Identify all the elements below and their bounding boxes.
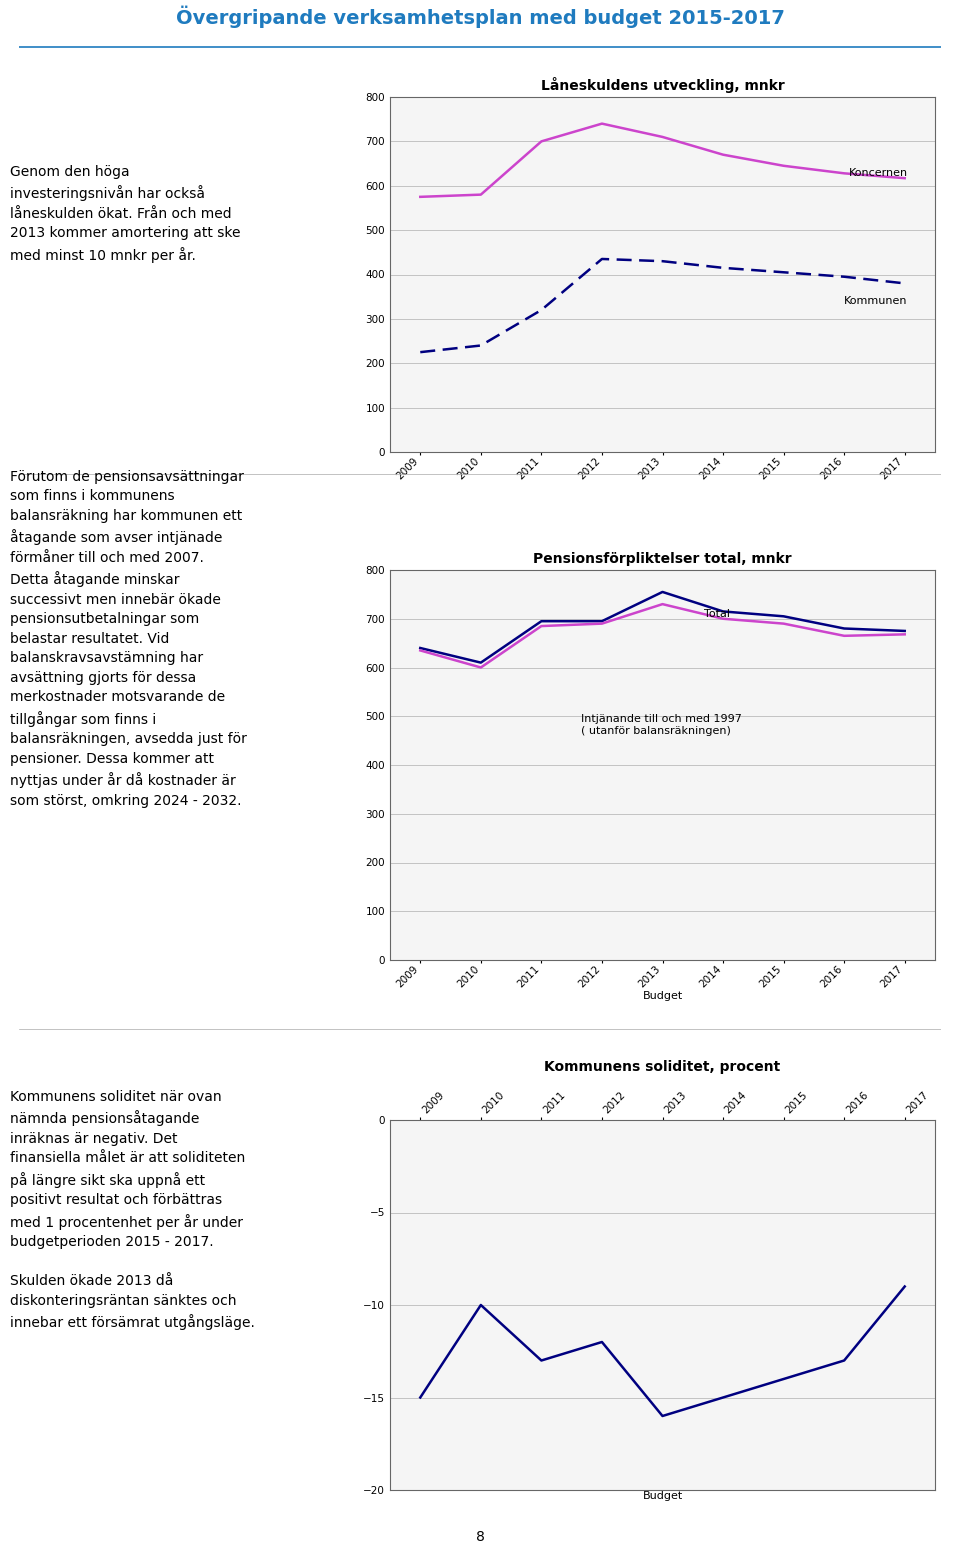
- Text: Kommunen: Kommunen: [844, 296, 908, 307]
- Text: Genom den höga
investeringsnivån har också
låneskulden ökat. Från och med
2013 k: Genom den höga investeringsnivån har ock…: [10, 164, 240, 263]
- Text: Övergripande verksamhetsplan med budget 2015-2017: Övergripande verksamhetsplan med budget …: [176, 6, 784, 28]
- Text: 8: 8: [475, 1530, 485, 1544]
- Title: Pensionsförpliktelser total, mnkr: Pensionsförpliktelser total, mnkr: [533, 552, 792, 566]
- Text: Intjänande till och med 1997
( utanför balansräkningen): Intjänande till och med 1997 ( utanför b…: [581, 715, 742, 737]
- Text: Koncernen: Koncernen: [849, 167, 908, 178]
- X-axis label: Budget: Budget: [642, 992, 683, 1001]
- Title: Kommunens soliditet, procent: Kommunens soliditet, procent: [544, 1060, 780, 1074]
- Text: Förutom de pensionsavsättningar
som finns i kommunens
balansräkning har kommunen: Förutom de pensionsavsättningar som finn…: [10, 471, 247, 807]
- Text: Total: Total: [704, 608, 730, 619]
- Text: Kommunens soliditet när ovan
nämnda pensionsåtagande
inräknas är negativ. Det
fi: Kommunens soliditet när ovan nämnda pens…: [10, 1090, 254, 1331]
- X-axis label: Budget: Budget: [642, 1492, 683, 1501]
- Title: Låneskuldens utveckling, mnkr: Låneskuldens utveckling, mnkr: [540, 77, 784, 92]
